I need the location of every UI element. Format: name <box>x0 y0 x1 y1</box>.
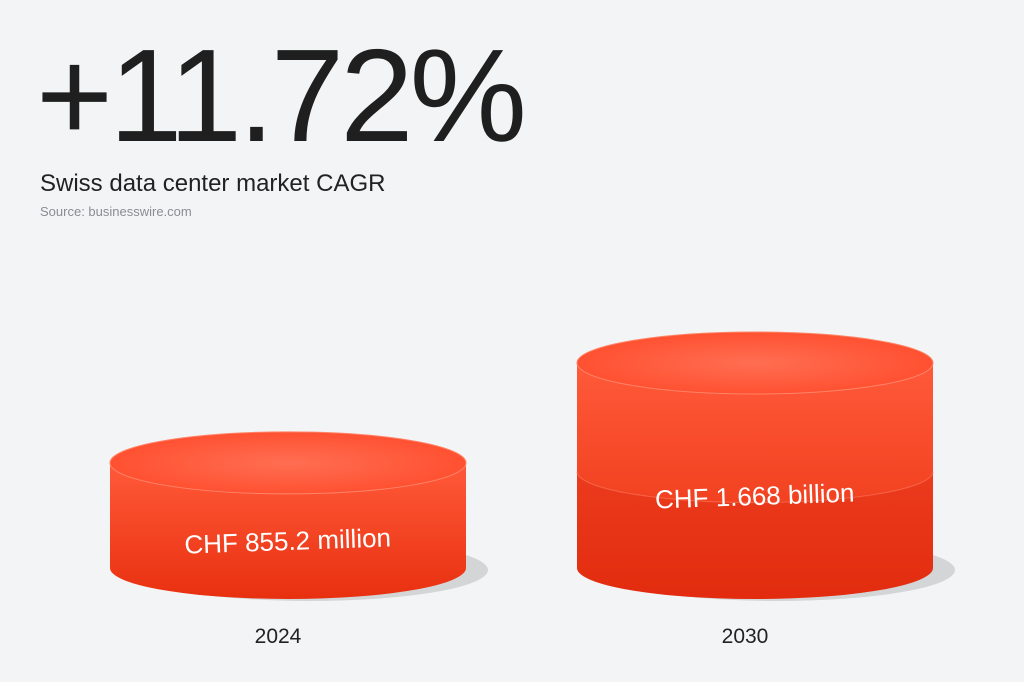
bar-lower-shade <box>577 471 933 599</box>
category-label: 2024 <box>255 625 302 648</box>
category-label: 2030 <box>722 625 769 648</box>
bar-data-label: CHF 1.668 billion <box>655 478 855 515</box>
bar-2024 <box>110 462 466 599</box>
bar-top <box>576 331 934 395</box>
bar-top <box>109 431 467 495</box>
source-note: Source: businesswire.com <box>40 204 192 219</box>
bar-band <box>576 471 934 504</box>
cagr-headline: +11.72% <box>36 22 527 169</box>
chart-subtitle: Swiss data center market CAGR <box>40 170 386 197</box>
bar-2030 <box>577 363 933 599</box>
bar-data-label: CHF 855.2 million <box>184 522 392 559</box>
